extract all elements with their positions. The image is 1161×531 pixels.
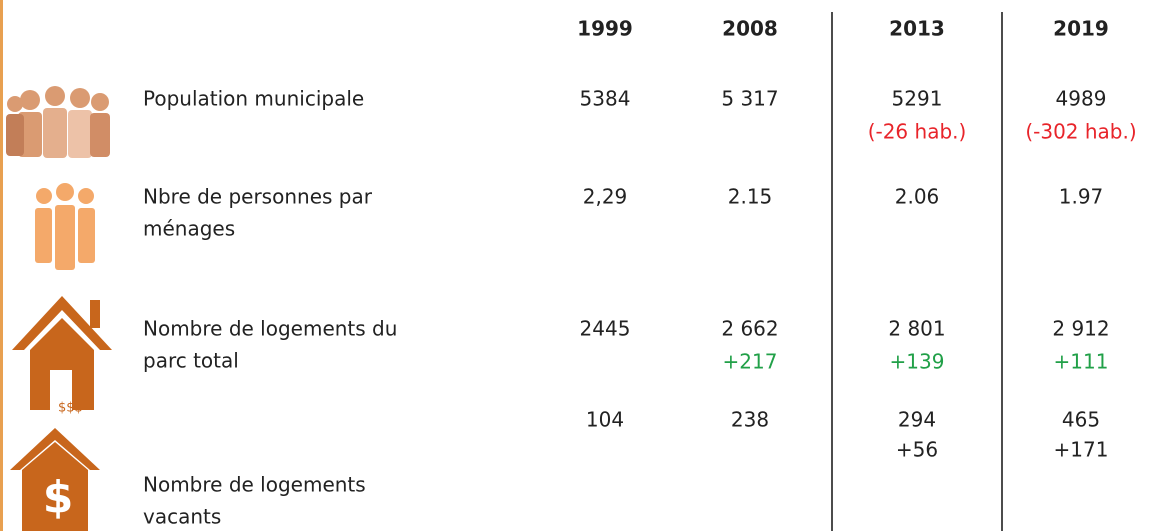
cell-value: 5291: [892, 87, 943, 111]
cell-change: +111: [1054, 350, 1109, 374]
cell-change: +56: [896, 438, 938, 462]
cell-change: +171: [1054, 438, 1109, 462]
cell-change: +217: [723, 350, 778, 374]
household-icon: [35, 183, 95, 270]
cell-value: 2 662: [721, 317, 778, 341]
svg-text:$: $: [43, 472, 74, 523]
column-header: 1999: [577, 17, 633, 41]
cell-change: +139: [890, 350, 945, 374]
column-header: 2019: [1053, 17, 1109, 41]
left-border: [0, 0, 3, 531]
column-header: 2008: [722, 17, 778, 41]
cell-value: 104: [586, 408, 624, 432]
cell-value: 1.97: [1059, 185, 1104, 209]
cell-value: 2 801: [888, 317, 945, 341]
cell-value: 2 912: [1052, 317, 1109, 341]
row-label: Nbre de personnes par: [143, 185, 373, 209]
cell-value: 2.15: [728, 185, 773, 209]
cell-value: 5384: [580, 87, 631, 111]
crowd-icon: [6, 86, 110, 158]
vacant-house-icon: $$$ $: [10, 401, 100, 531]
cell-value: 238: [731, 408, 769, 432]
column-header: 2013: [889, 17, 945, 41]
cell-value: 294: [898, 408, 936, 432]
row-label: Nombre de logements du: [143, 317, 397, 341]
cell-value: 2,29: [583, 185, 628, 209]
cell-value: 465: [1062, 408, 1100, 432]
cell-value: 2.06: [895, 185, 940, 209]
row-label: Population municipale: [143, 87, 364, 111]
house-icon: [12, 296, 112, 410]
row-label: Nombre de logements: [143, 473, 366, 497]
row-label: vacants: [143, 505, 221, 529]
cell-change: (-302 hab.): [1025, 120, 1136, 144]
cell-value: 5 317: [721, 87, 778, 111]
row-label: ménages: [143, 217, 235, 241]
cell-value: 4989: [1056, 87, 1107, 111]
svg-text:$$$: $$$: [58, 401, 83, 416]
row-label: parc total: [143, 349, 239, 373]
cell-value: 2445: [580, 317, 631, 341]
cell-change: (-26 hab.): [868, 120, 967, 144]
